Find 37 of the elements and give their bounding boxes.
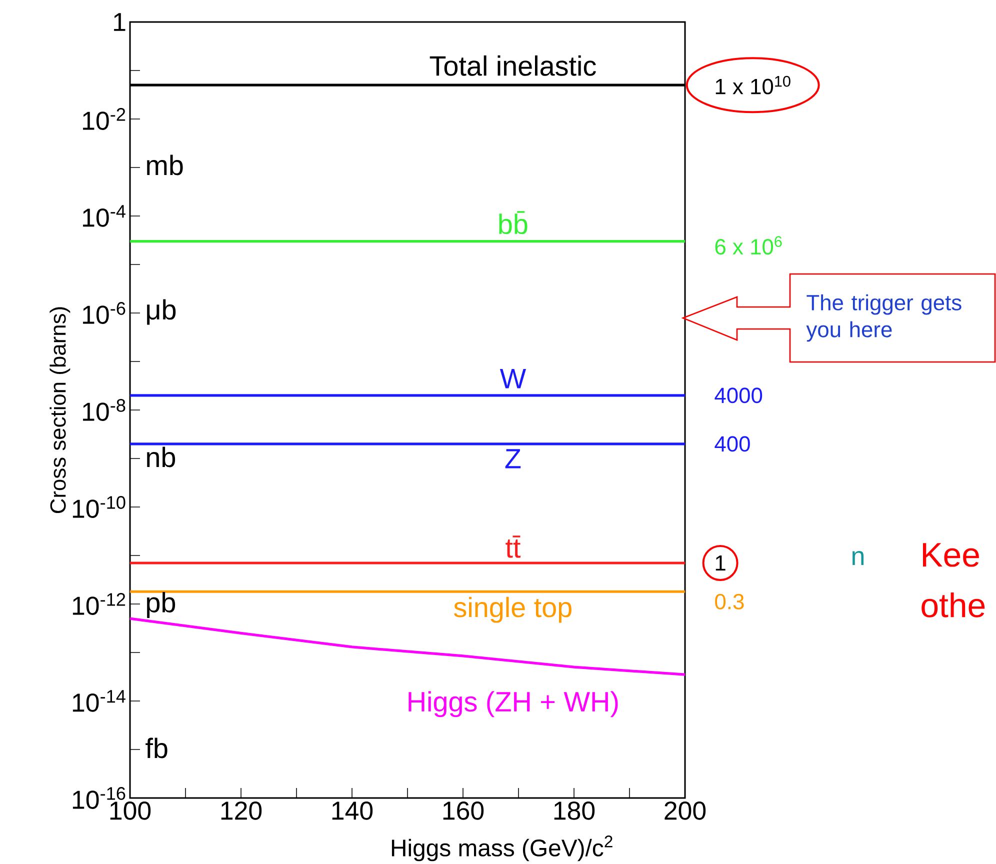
x-tick-label: 160 [443, 802, 484, 820]
x-axis-title: Higgs mass (GeV)/c$^{2}$ [392, 836, 612, 862]
annotation: nb [147, 446, 176, 468]
y-tick-label: 10$^{-6}$ [83, 302, 126, 324]
y-tick-label: 10$^{-4}$ [83, 205, 126, 227]
text: 1 [716, 555, 726, 571]
y-tick-label: 10$^{-8}$ [83, 399, 126, 421]
series-label: Higgs (ZH + WH) [408, 691, 618, 718]
y-tick-label: 10$^{-12}$ [72, 593, 126, 615]
series-label: W [500, 369, 526, 388]
series-label: tt̄ [506, 536, 521, 558]
y-tick-label: 1 [114, 13, 126, 31]
x-tick-label: 200 [664, 802, 706, 820]
text: n [852, 551, 864, 565]
text: The trigger gets you here [806, 294, 962, 342]
series-label: Z [505, 449, 521, 468]
y-tick-label: 10$^{-14}$ [72, 690, 126, 712]
series-label: Total inelastic [430, 55, 596, 76]
text: 6 x 10$^{6}$ [715, 236, 782, 255]
x-tick-label: 180 [554, 802, 595, 820]
text: 1 x 10$^{10}$ [716, 76, 790, 94]
text: Kee [922, 543, 979, 567]
series-label: single top [454, 596, 572, 623]
text: 4000 [714, 388, 762, 404]
annotation: pb [147, 592, 176, 618]
annotation: fb [146, 738, 168, 758]
text: othe [922, 592, 985, 618]
text: 0.3 [715, 594, 744, 610]
x-tick-label: 120 [221, 802, 262, 820]
annotation: mb [147, 154, 183, 176]
text: 400 [714, 436, 750, 452]
y-tick-label: 10$^{-10}$ [72, 496, 126, 518]
annotation: μb [147, 299, 176, 325]
y-tick-label: 10$^{-2}$ [83, 108, 126, 130]
y-axis-title: Cross section (barns) [50, 307, 70, 514]
x-tick-label: 140 [332, 802, 373, 820]
series-label: bb̄ [499, 211, 528, 234]
